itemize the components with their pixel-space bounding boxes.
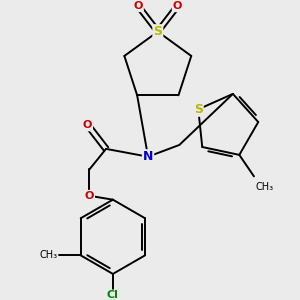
Text: S: S <box>153 25 162 38</box>
Text: O: O <box>85 191 94 201</box>
Text: N: N <box>143 150 153 163</box>
Text: O: O <box>134 1 143 11</box>
Text: Cl: Cl <box>107 290 119 300</box>
Text: CH₃: CH₃ <box>39 250 57 260</box>
Text: S: S <box>194 103 203 116</box>
Text: O: O <box>173 1 182 11</box>
Text: O: O <box>83 120 92 130</box>
Text: CH₃: CH₃ <box>256 182 274 192</box>
